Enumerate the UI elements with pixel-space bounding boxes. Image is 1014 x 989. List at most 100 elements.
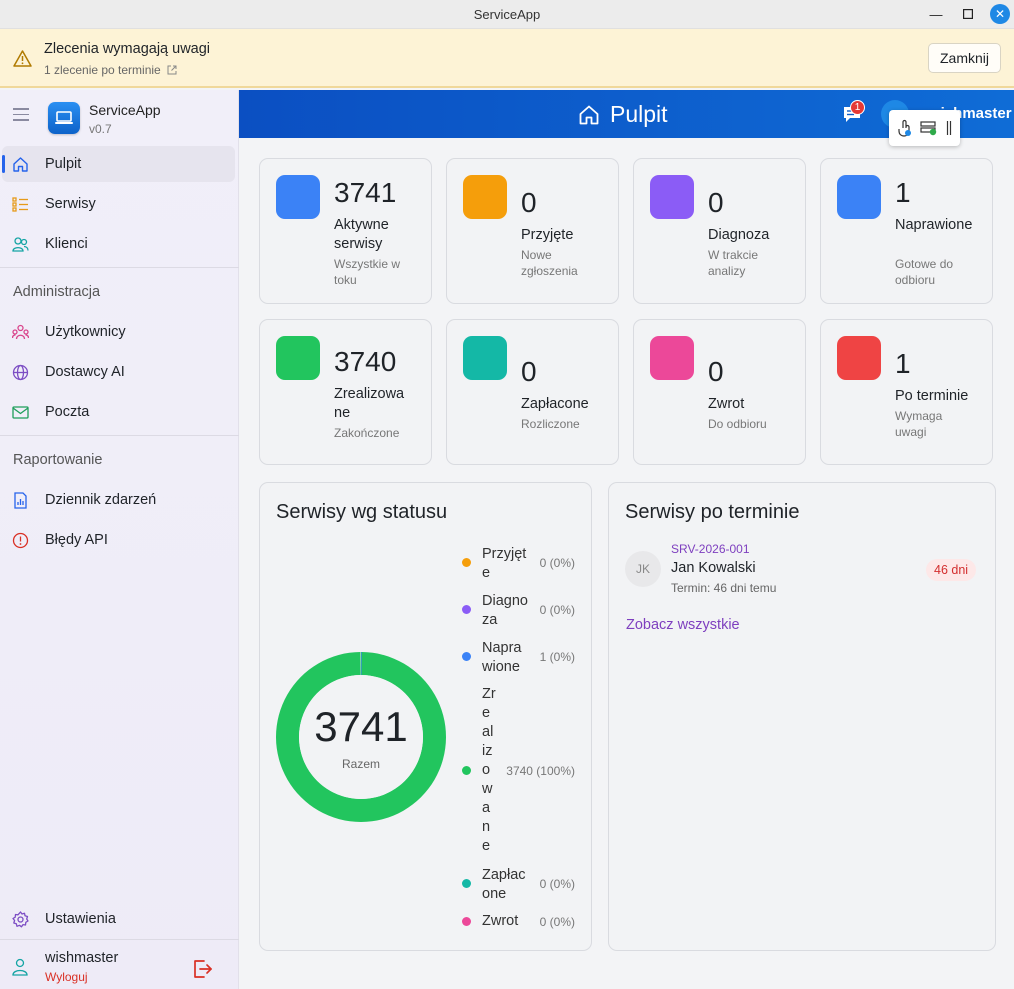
close-window-icon[interactable]: ✕ bbox=[990, 4, 1010, 24]
donut-total-label: Razem bbox=[341, 757, 380, 771]
banner-close-button[interactable]: Zamknij bbox=[927, 43, 1001, 73]
logout-link[interactable]: Wyloguj bbox=[45, 970, 88, 984]
banner-title: Zlecenia wymagają uwagi bbox=[44, 41, 211, 57]
sidebar-item-dziennik[interactable]: Dziennik zdarzeń bbox=[2, 482, 235, 518]
banner-subtitle: 1 zlecenie po terminie bbox=[44, 63, 161, 77]
stat-subtitle: W trakcie analizy bbox=[708, 248, 759, 278]
stat-value: 3741 bbox=[334, 177, 397, 208]
stat-subtitle: Zakończone bbox=[334, 426, 400, 440]
sidebar-user-name: wishmaster bbox=[45, 950, 119, 966]
status-donut-chart bbox=[276, 652, 446, 822]
overdue-panel-title: Serwisy po terminie bbox=[625, 501, 800, 523]
touch-icon[interactable] bbox=[897, 119, 913, 137]
home-icon bbox=[579, 105, 599, 124]
legend-dot bbox=[462, 917, 471, 926]
stat-card-zrealizowane[interactable]: 3740 Zrealizowane Zakończone bbox=[259, 319, 432, 465]
legend-value: 0 (0%) bbox=[539, 915, 575, 929]
due-term: Termin: 46 dni temu bbox=[671, 581, 777, 595]
user-group-icon bbox=[12, 324, 29, 340]
sidebar-item-label: Poczta bbox=[45, 404, 90, 420]
sidebar-item-serwisy[interactable]: Serwisy bbox=[2, 186, 235, 222]
sidebar-item-bledy-api[interactable]: Błędy API bbox=[2, 522, 235, 558]
stat-label: Zapłacone bbox=[521, 396, 589, 412]
stat-card-active[interactable]: 3741 Aktywne serwisy Wszystkie w toku bbox=[259, 158, 432, 304]
stat-label: Po terminie bbox=[895, 388, 969, 404]
stat-subtitle: Rozliczone bbox=[521, 417, 580, 431]
mail-icon bbox=[12, 406, 29, 419]
sidebar-item-label: Użytkownicy bbox=[45, 324, 126, 340]
sidebar-item-label: Ustawienia bbox=[45, 911, 116, 927]
page-title: Pulpit bbox=[578, 101, 668, 128]
see-all-link[interactable]: Zobacz wszystkie bbox=[626, 617, 740, 633]
stat-card-diagnoza[interactable]: 0 Diagnoza W trakcie analizy bbox=[633, 158, 806, 304]
stat-card-po-terminie[interactable]: 1 Po terminie Wymaga uwagi bbox=[820, 319, 993, 465]
sidebar-item-poczta[interactable]: Poczta bbox=[2, 394, 235, 430]
sidebar-item-label: Dziennik zdarzeń bbox=[45, 492, 157, 508]
stat-value: 0 bbox=[521, 356, 537, 387]
list-icon bbox=[12, 197, 28, 212]
window-controls: — ✕ bbox=[926, 4, 1010, 24]
sidebar-item-label: Błędy API bbox=[45, 532, 108, 548]
app-logo bbox=[48, 102, 80, 134]
stat-value: 1 bbox=[895, 348, 911, 379]
divider bbox=[0, 939, 239, 940]
minimize-icon[interactable]: — bbox=[929, 6, 943, 22]
sidebar-item-label: Klienci bbox=[45, 236, 88, 252]
stat-color-square bbox=[276, 175, 320, 219]
donut-hole bbox=[299, 675, 423, 799]
legend-label: Zrealizowane bbox=[482, 686, 496, 854]
stat-color-square bbox=[276, 336, 320, 380]
notification-badge: 1 bbox=[850, 100, 865, 115]
overdue-panel: Serwisy po terminie bbox=[608, 482, 996, 951]
service-code[interactable]: SRV-2026-001 bbox=[671, 542, 750, 556]
client-name: Jan Kowalski bbox=[671, 560, 756, 576]
warning-icon bbox=[13, 50, 32, 72]
page-title-text: Pulpit bbox=[610, 101, 668, 127]
sidebar-item-klienci[interactable]: Klienci bbox=[2, 226, 235, 262]
logout-icon[interactable] bbox=[193, 959, 213, 979]
sidebar-item-label: Dostawcy AI bbox=[45, 364, 125, 380]
sidebar-item-ustawienia[interactable]: Ustawienia bbox=[2, 901, 235, 937]
sidebar-item-dostawcy-ai[interactable]: Dostawcy AI bbox=[2, 354, 235, 390]
stat-label: Zrealizowane bbox=[334, 386, 405, 421]
users-icon bbox=[12, 237, 29, 252]
page-header: Pulpit 1 wishmaster bbox=[239, 90, 1014, 138]
report-icon bbox=[14, 492, 27, 509]
stat-color-square bbox=[650, 336, 694, 380]
stat-color-square bbox=[463, 336, 507, 380]
connection-icon[interactable] bbox=[920, 120, 938, 136]
stat-subtitle: Nowe zgłoszenia bbox=[521, 248, 578, 278]
stat-label: Diagnoza bbox=[708, 227, 770, 243]
stat-value: 3740 bbox=[334, 346, 397, 377]
sidebar-item-pulpit[interactable]: Pulpit bbox=[2, 146, 235, 182]
status-panel-title: Serwisy wg statusu bbox=[276, 501, 448, 523]
legend-label: Zwrot bbox=[482, 913, 519, 929]
stat-value: 0 bbox=[521, 187, 537, 218]
stat-card-zaplacone[interactable]: 0 Zapłacone Rozliczone bbox=[446, 319, 619, 465]
legend-value: 0 (0%) bbox=[539, 877, 575, 891]
stat-subtitle: Wszystkie w toku bbox=[334, 257, 400, 287]
home-icon bbox=[13, 157, 28, 172]
stat-label: Zwrot bbox=[708, 396, 745, 412]
menu-icon[interactable] bbox=[13, 108, 29, 125]
stat-color-square bbox=[837, 175, 881, 219]
banner-subtitle-link[interactable]: 1 zlecenie po terminie bbox=[44, 63, 177, 77]
legend-value: 0 (0%) bbox=[539, 556, 575, 570]
maximize-icon[interactable] bbox=[958, 4, 978, 24]
overdue-badge: 46 dni bbox=[926, 559, 977, 581]
legend-label: Zapłacone bbox=[482, 867, 526, 902]
sidebar-item-uzytkownicy[interactable]: Użytkownicy bbox=[2, 314, 235, 350]
alert-circle-icon bbox=[12, 532, 29, 549]
legend-dot bbox=[462, 605, 471, 614]
sidebar-item-label: Pulpit bbox=[45, 156, 82, 172]
stat-card-zwrot[interactable]: 0 Zwrot Do odbioru bbox=[633, 319, 806, 465]
user-icon bbox=[12, 958, 28, 976]
stat-card-przyjete[interactable]: 0 Przyjęte Nowe zgłoszenia bbox=[446, 158, 619, 304]
legend-value: 0 (0%) bbox=[539, 603, 575, 617]
legend-label: Diagnoza bbox=[482, 593, 528, 628]
legend-dot bbox=[462, 766, 471, 775]
stat-label: Aktywne serwisy bbox=[334, 217, 389, 252]
drag-handle-icon[interactable] bbox=[946, 120, 952, 136]
stat-card-naprawione[interactable]: 1 Naprawione Gotowe do odbioru bbox=[820, 158, 993, 304]
legend-label: Przyjęte bbox=[482, 546, 527, 581]
